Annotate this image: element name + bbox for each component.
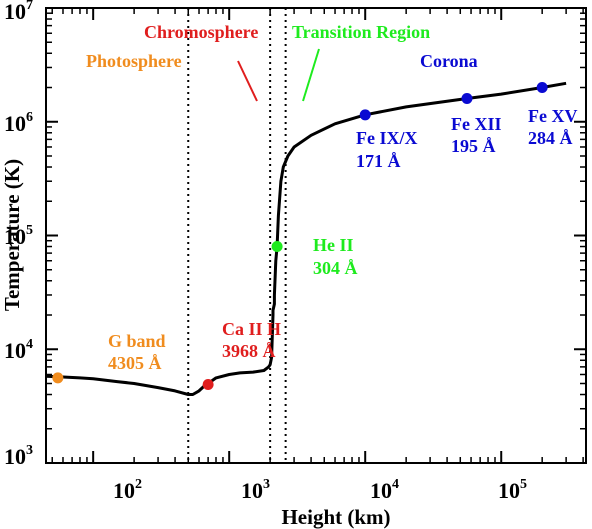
x-tick-label-10000: 104 xyxy=(370,477,399,503)
y-axis-title: Temperature (K) xyxy=(0,159,24,311)
y-minor-ticks xyxy=(46,12,586,430)
x-major-ticks xyxy=(92,8,503,463)
x-tick-label-1000: 103 xyxy=(241,477,270,503)
fe-xv-annotation: Fe XV 284 Å xyxy=(528,106,582,148)
he-ii-annotation: He II 304 Å xyxy=(313,235,358,278)
fe-ix-x-point xyxy=(359,109,371,121)
ca-ii-h-annotation: Ca II H 3968 Å xyxy=(222,319,286,361)
y-tick-label-1000: 103 xyxy=(4,443,33,469)
x-axis-title: Height (km) xyxy=(281,505,390,529)
y-tick-label-100000: 105 xyxy=(4,223,33,249)
fe-xv-point xyxy=(536,82,548,94)
y-major-ticks xyxy=(46,7,586,464)
fe-ix-x-annotation: Fe IX/X 171 Å xyxy=(356,128,422,171)
corona-label: Corona xyxy=(420,51,478,71)
y-tick-label-10000000: 107 xyxy=(4,0,33,24)
g-band-point xyxy=(52,372,64,384)
chromosphere-pointer xyxy=(237,60,258,102)
he-ii-point xyxy=(271,241,283,253)
x-tick-label-100000: 105 xyxy=(498,477,527,503)
x-tick-label-100: 102 xyxy=(113,477,142,503)
photosphere-label: Photosphere xyxy=(86,51,182,71)
ca-ii-h-point xyxy=(202,378,214,390)
chromosphere-label: Chromosphere xyxy=(144,22,258,42)
y-tick-label-1000000: 106 xyxy=(4,110,33,136)
transition-region-label: Transition Region xyxy=(292,22,430,42)
g-band-annotation: G band 4305 Å xyxy=(108,331,170,373)
y-tick-label-10000: 104 xyxy=(4,337,33,363)
x-minor-ticks xyxy=(51,8,584,463)
transition-region-pointer xyxy=(302,48,320,102)
fe-xii-annotation: Fe XII 195 Å xyxy=(451,114,506,156)
temperature-curve xyxy=(45,81,567,396)
fe-xii-point xyxy=(461,93,473,105)
